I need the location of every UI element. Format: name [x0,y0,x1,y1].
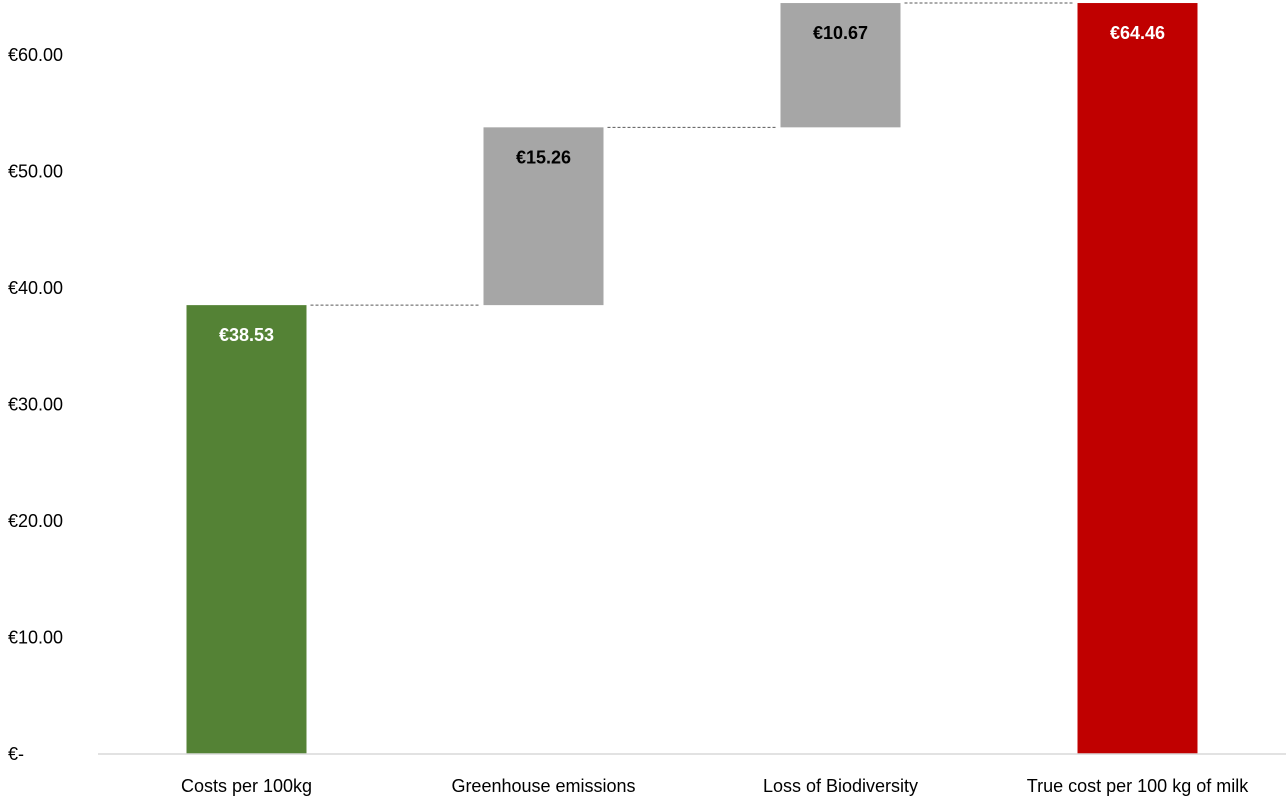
bar [780,3,901,128]
data-label: €38.53 [219,325,274,345]
bars [186,3,1198,754]
category-label: True cost per 100 kg of milk [1027,776,1249,796]
category-labels: Costs per 100kg Greenhouse emissions Loss … [181,776,1249,796]
y-axis-ticks: €- €10.00 €20.00 €30.00 €40.00 €50.00 €60.00 [8,45,63,764]
y-tick-label: €30.00 [8,395,63,415]
category-label: Costs per 100kg [181,776,312,796]
y-tick-label: €50.00 [8,162,63,182]
data-label: €10.67 [813,23,868,43]
bar [1077,3,1198,754]
data-label: €64.46 [1110,23,1165,43]
y-tick-label: €60.00 [8,45,63,65]
y-tick-label: €40.00 [8,278,63,298]
category-label: Loss of Biodiversity [763,776,918,796]
y-tick-label: €- [8,744,24,764]
bar [483,127,604,306]
y-tick-label: €10.00 [8,628,63,648]
category-label: Greenhouse emissions [451,776,635,796]
data-label: €15.26 [516,147,571,167]
bar [186,305,307,754]
y-tick-label: €20.00 [8,511,63,531]
connector-lines [310,2,1074,306]
data-labels: €38.53 €15.26 €10.67 €64.46 [219,23,1165,345]
